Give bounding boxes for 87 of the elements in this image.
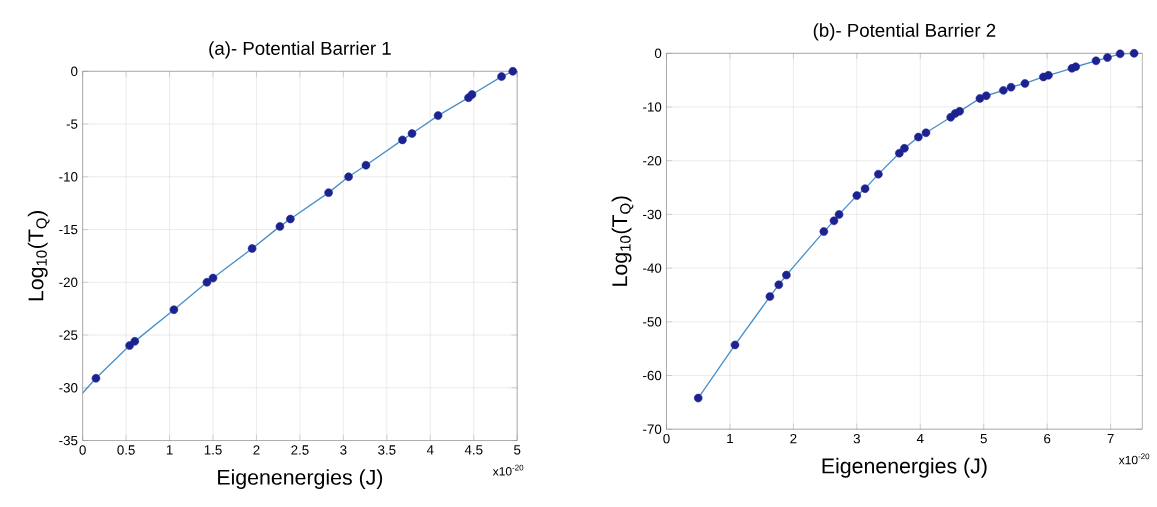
x-tick-label: 4 — [916, 434, 924, 444]
y-tick-label: -40 — [643, 263, 662, 274]
point — [1115, 49, 1125, 59]
x-tick-label: 4.5 — [464, 445, 483, 455]
point — [1020, 79, 1030, 88]
point — [730, 340, 740, 350]
x-tick-label: 3.5 — [378, 445, 396, 455]
point — [324, 188, 333, 198]
point — [1103, 53, 1112, 63]
x-axis-title: Eigenenergies (J) — [218, 469, 383, 490]
y-axis-title: Log$_{10}$(T$_{Q}$) — [27, 211, 50, 301]
point — [900, 144, 909, 153]
chart-title: (b)- Potential Barrier 2 — [813, 23, 996, 41]
x-tick-label: 0 — [79, 445, 86, 455]
point — [981, 91, 991, 101]
point — [344, 172, 353, 182]
point — [508, 67, 518, 76]
point — [955, 107, 964, 116]
x-tick-label: 0.5 — [117, 445, 135, 455]
point — [91, 374, 101, 383]
x-tick-label: 2.5 — [291, 445, 309, 455]
point — [1071, 62, 1080, 72]
x-tick-label: 1.5 — [204, 445, 222, 455]
point — [874, 170, 883, 179]
x-axis-title: Eigenenergies (J) — [822, 458, 987, 478]
y-tick-label: -10 — [643, 102, 662, 112]
x-tick-label: 4 — [426, 445, 434, 455]
point — [433, 111, 443, 121]
point — [1091, 56, 1101, 66]
point — [169, 305, 179, 315]
point — [774, 280, 784, 290]
y-tick-label: -35 — [59, 436, 78, 446]
point — [829, 216, 839, 226]
point — [398, 135, 407, 145]
chart-title: (a)- Potential Barrier 1 — [209, 41, 391, 59]
point — [361, 161, 371, 170]
x-tick-label: 0 — [663, 434, 670, 444]
y-tick-label: -30 — [59, 383, 78, 393]
x-tick-label: 5 — [514, 445, 521, 455]
x-tick-label: 7 — [1107, 434, 1114, 444]
y-tick-label: -10 — [59, 172, 78, 182]
point — [467, 90, 477, 100]
x-tick-label: 2 — [253, 445, 260, 455]
y-tick-label: -20 — [59, 277, 78, 288]
y-tick-label: -60 — [643, 371, 662, 381]
point — [275, 222, 285, 231]
y-tick-label: -20 — [643, 156, 662, 166]
text: x10$^{-20}$ — [492, 465, 524, 476]
x-tick-label: 1 — [166, 445, 173, 455]
point — [1129, 49, 1139, 58]
y-tick-label: -50 — [643, 317, 662, 327]
y-tick-label: 0 — [71, 66, 78, 77]
point — [860, 184, 870, 194]
point — [852, 191, 862, 201]
text: x10$^{-20}$ — [1118, 453, 1150, 465]
point — [782, 271, 791, 280]
point — [497, 72, 506, 82]
point — [1044, 71, 1053, 80]
point — [914, 133, 923, 142]
y-tick-label: -15 — [59, 225, 78, 235]
point — [202, 278, 212, 287]
point — [286, 214, 295, 224]
point — [247, 244, 257, 254]
point — [895, 149, 904, 158]
point — [693, 394, 703, 403]
x-tick-label: 1 — [727, 434, 733, 444]
point — [407, 129, 417, 139]
y-axis-title: Log$_{10}$(T$_{Q}$) — [611, 196, 634, 286]
point — [1006, 83, 1016, 92]
y-tick-label: -25 — [59, 330, 78, 340]
y-tick-label: -30 — [643, 209, 662, 220]
y-tick-label: -5 — [66, 119, 78, 129]
x-tick-label: 5 — [980, 434, 987, 444]
point — [921, 128, 931, 138]
point — [819, 227, 829, 237]
point — [975, 94, 985, 103]
x-tick-label: 3 — [853, 434, 860, 444]
x-tick-label: 3 — [340, 445, 347, 455]
point — [999, 86, 1008, 95]
point — [834, 210, 844, 219]
point — [208, 274, 218, 283]
y-tick-label: 0 — [654, 48, 662, 59]
point — [765, 292, 775, 302]
point — [130, 337, 140, 346]
y-tick-label: -70 — [643, 424, 662, 435]
x-tick-label: 2 — [790, 434, 797, 444]
x-tick-label: 6 — [1044, 434, 1051, 444]
